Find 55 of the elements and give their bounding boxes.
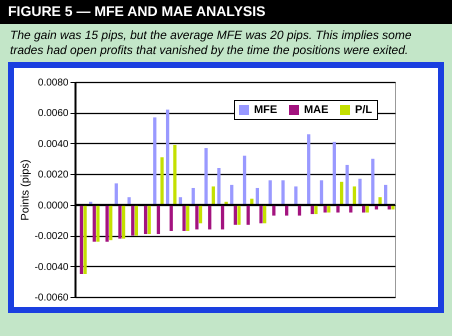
bar [208, 204, 212, 230]
bar [307, 134, 310, 205]
bar [217, 168, 221, 205]
bar [324, 204, 327, 213]
bar [166, 110, 170, 205]
legend-label: MAE [304, 104, 328, 116]
y-tick-label: 0.0080 [38, 78, 69, 88]
bar [242, 156, 246, 205]
bar [310, 204, 314, 214]
y-tick-label: -0.0060 [34, 292, 69, 304]
legend-label: P/L [355, 104, 372, 116]
legend-label: MFE [254, 104, 278, 116]
chart-title: FIGURE 5 — MFE AND MAE ANALYSIS [0, 0, 452, 24]
bar [186, 204, 190, 231]
y-tick-label: 0.0040 [38, 138, 69, 150]
y-tick-label: 0.0000 [38, 200, 69, 212]
bar [268, 180, 272, 205]
bar [272, 204, 276, 216]
bar [366, 204, 369, 213]
bar [173, 144, 177, 205]
bar [349, 204, 352, 213]
bar [109, 204, 112, 240]
bar [127, 197, 131, 205]
bar [160, 157, 164, 205]
bar [371, 158, 374, 205]
bar [212, 186, 215, 205]
y-tick-label: -0.0040 [34, 262, 69, 273]
bar [230, 184, 234, 205]
bar [332, 142, 336, 205]
bar [263, 204, 266, 224]
bar [170, 204, 173, 231]
bar [285, 204, 288, 216]
bar [204, 148, 208, 205]
bar [346, 164, 349, 205]
bar [148, 204, 151, 234]
chart-subtitle: The gain was 15 pips, but the average MFE was 20 pips. This implies some trades had open profits that vanished by the time the positions were exited. [9, 27, 413, 59]
bar [80, 204, 84, 274]
y-tick-label: 0.0020 [38, 170, 69, 181]
bar [246, 204, 250, 225]
bar [114, 183, 118, 205]
bar [92, 204, 96, 242]
bar [234, 204, 237, 225]
bar [384, 184, 388, 205]
y-axis-title: Points (pips) [20, 159, 32, 221]
bar [250, 198, 254, 205]
bar [362, 204, 366, 213]
bar [192, 188, 195, 205]
bar [327, 204, 330, 213]
bar [256, 188, 260, 205]
y-tick-label: -0.0020 [34, 231, 69, 242]
bar [294, 186, 298, 205]
bar [153, 117, 156, 205]
bar [131, 204, 134, 236]
y-tick-label: 0.0060 [38, 108, 69, 120]
bar [83, 204, 87, 274]
